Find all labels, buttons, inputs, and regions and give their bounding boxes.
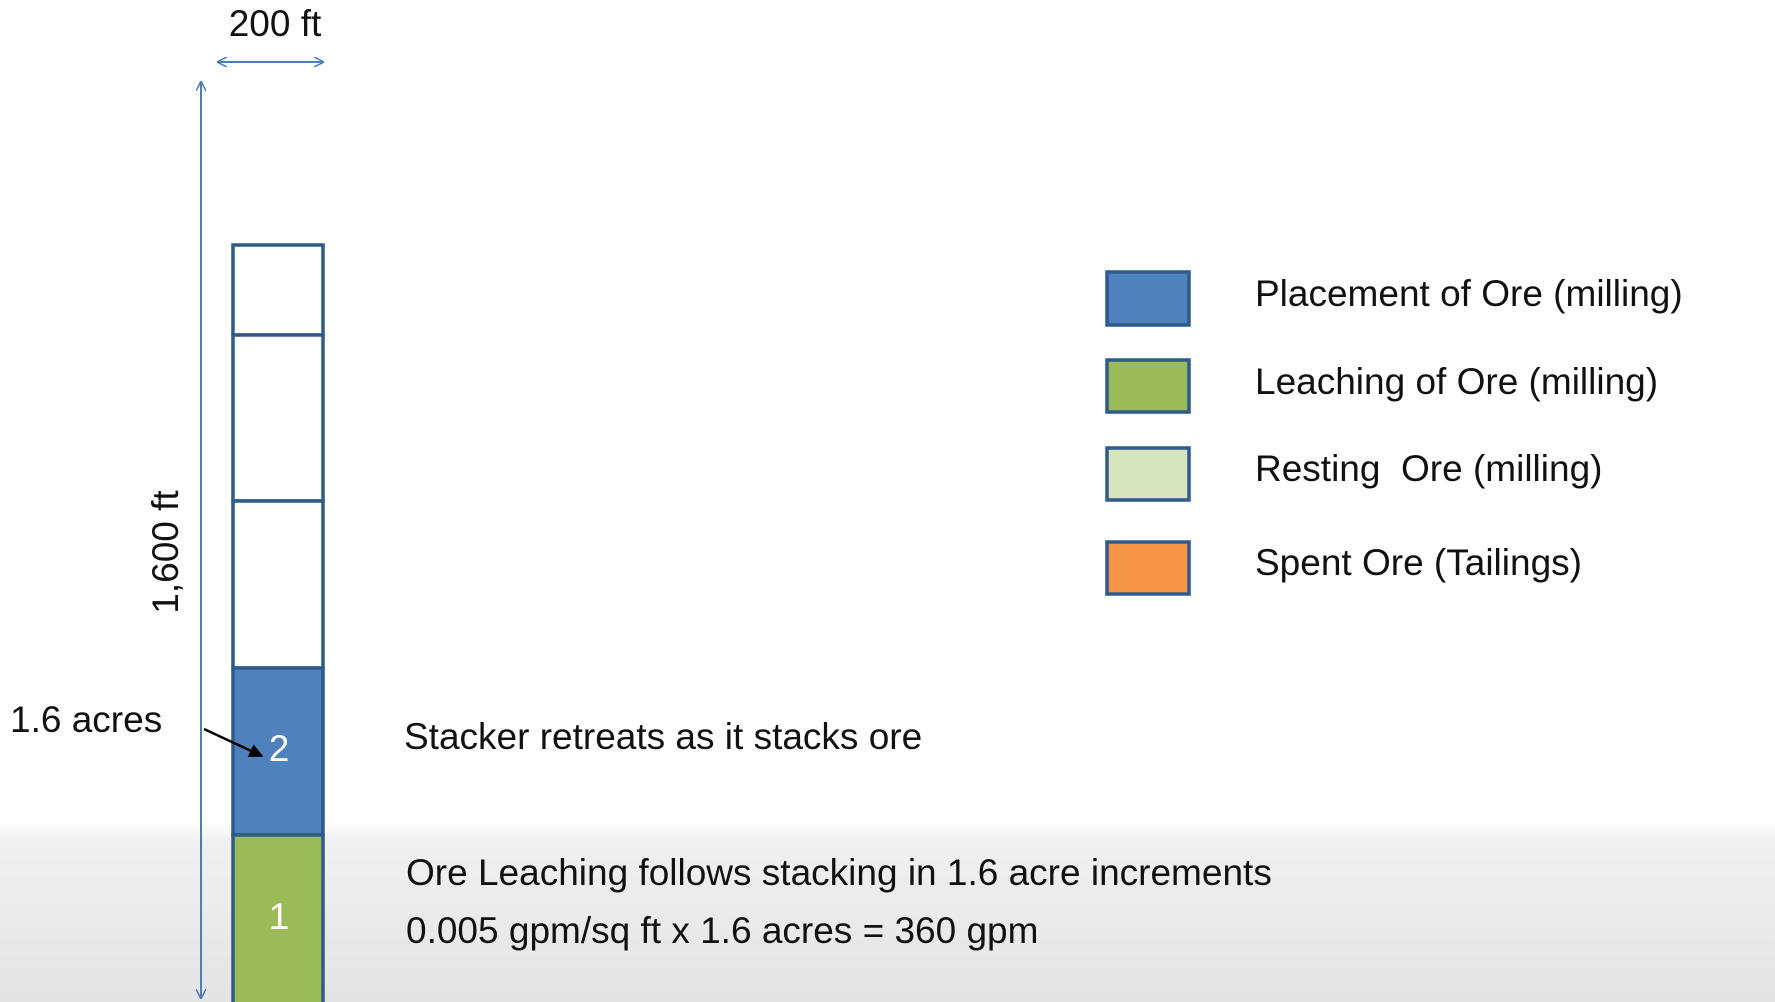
legend-label: Placement of Ore (milling) [1255,273,1683,314]
area-arrow [203,727,264,758]
cell [231,499,325,670]
cell [231,243,325,337]
note: Stacker retreats as it stacks ore [404,716,922,757]
legend-swatch [1105,270,1191,327]
legend-label: Spent Ore (Tailings) [1255,542,1582,583]
cell-number: 1 [269,896,290,937]
area-label: 1.6 acres [10,699,162,740]
legend-swatch [1105,540,1191,596]
legend-label: Resting Ore (milling) [1255,448,1602,489]
legend-label: Leaching of Ore (milling) [1255,361,1658,402]
length-label: 1,600 ft [145,490,186,614]
note: Ore Leaching follows stacking in 1.6 acr… [406,852,1272,893]
width-label: 200 ft [229,3,322,44]
cell-number: 2 [269,728,290,769]
legend-swatch [1105,446,1191,502]
note: 0.005 gpm/sq ft x 1.6 acres = 360 gpm [406,910,1038,951]
cell-leaching [231,833,325,1002]
legend-swatch [1105,358,1191,414]
legend [1105,270,1191,596]
pad-column [231,243,325,1002]
cell [231,333,325,503]
